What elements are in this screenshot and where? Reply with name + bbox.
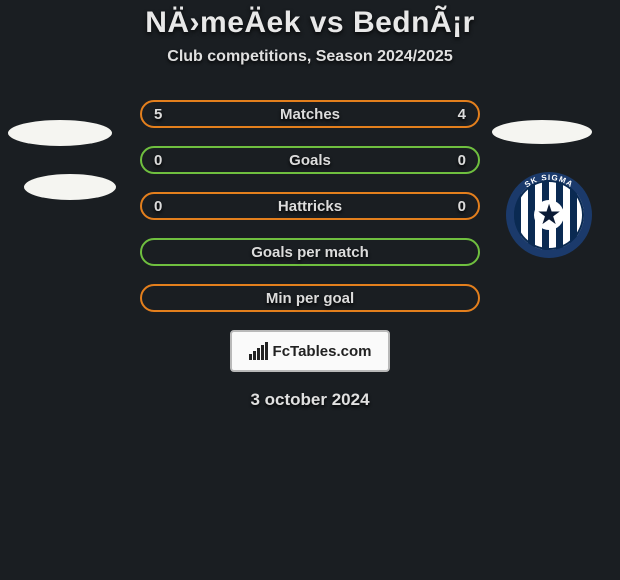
date-label: 3 october 2024 [0, 390, 620, 410]
bar-chart-icon [249, 342, 269, 360]
stat-row-goals-per-match: Goals per match [140, 238, 480, 266]
stat-row-min-per-goal: Min per goal [140, 284, 480, 312]
brand-label: FcTables.com [273, 343, 372, 360]
right-club-badge: SK SIGMA OLOMOUC a.s. ★ [506, 172, 592, 258]
left-player-shape-2 [24, 174, 116, 200]
stat-right-value: 0 [446, 152, 466, 169]
club-badge-inner: ★ [514, 180, 584, 250]
stat-row-matches: 5 Matches 4 [140, 100, 480, 128]
stat-left-value: 0 [154, 152, 174, 169]
comparison-panel: SK SIGMA OLOMOUC a.s. ★ 5 Matches 4 0 Go… [0, 100, 620, 410]
left-player-shape-1 [8, 120, 112, 146]
stat-row-goals: 0 Goals 0 [140, 146, 480, 174]
right-player-shape-1 [492, 120, 592, 144]
stat-left-value: 0 [154, 198, 174, 215]
stat-label: Matches [174, 106, 446, 123]
stat-label: Hattricks [174, 198, 446, 215]
stat-row-hattricks: 0 Hattricks 0 [140, 192, 480, 220]
stat-right-value: 4 [446, 106, 466, 123]
stat-label: Goals per match [174, 244, 446, 261]
club-badge-icon: SK SIGMA OLOMOUC a.s. ★ [506, 172, 592, 258]
stat-left-value: 5 [154, 106, 174, 123]
page-subtitle: Club competitions, Season 2024/2025 [0, 48, 620, 66]
stat-label: Min per goal [174, 290, 446, 307]
stat-label: Goals [174, 152, 446, 169]
page-title: NÄ›meÄek vs BednÃ¡r [0, 0, 620, 40]
brand-box: FcTables.com [230, 330, 390, 372]
stat-right-value: 0 [446, 198, 466, 215]
star-icon: ★ [534, 200, 564, 230]
